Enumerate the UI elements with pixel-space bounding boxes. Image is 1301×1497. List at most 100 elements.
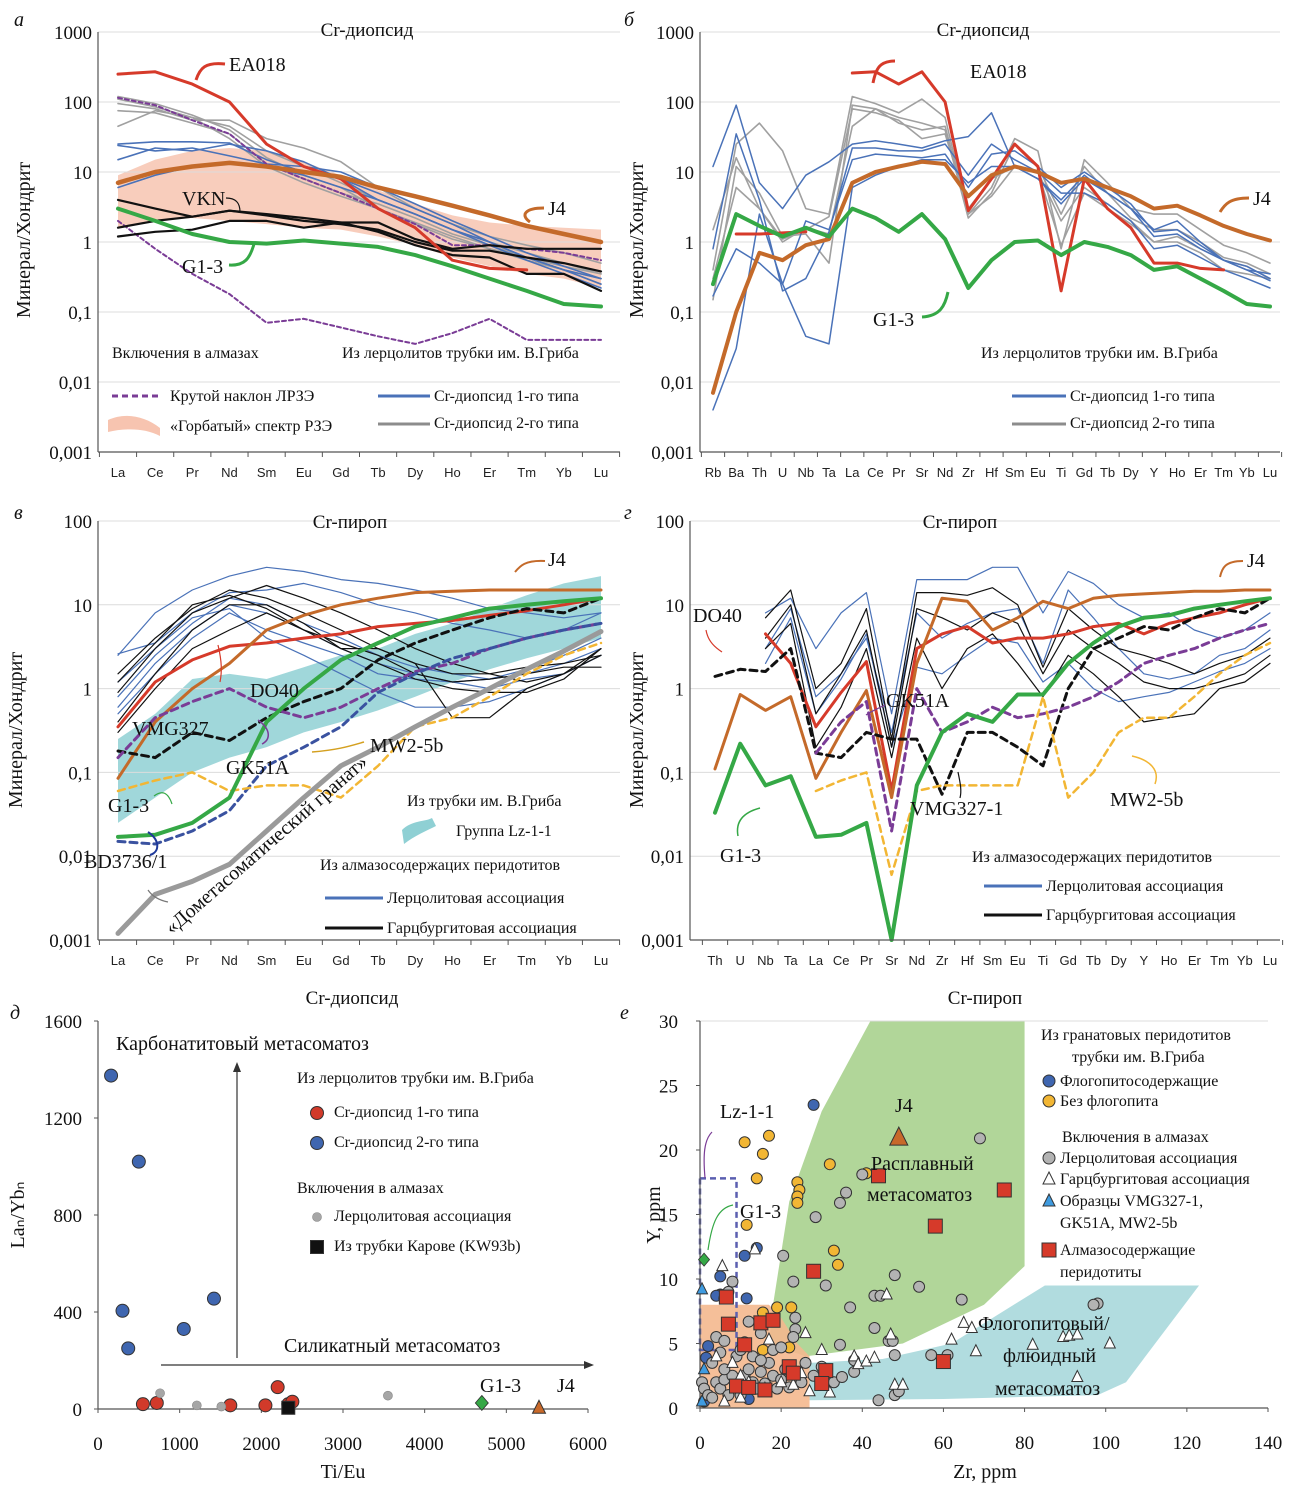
annot-f-g13: G1-3 — [740, 1201, 781, 1223]
x-tick-label: Ce — [867, 465, 884, 480]
point-triangle — [799, 1325, 812, 1339]
y-tick-label: 0,1 — [670, 303, 694, 324]
legend-a-label-2: Cr-диопсид 1-го типа — [434, 388, 579, 405]
x-tick-label: La — [111, 953, 126, 968]
point-square — [741, 1379, 757, 1395]
series-line — [116, 206, 603, 309]
arrow-d-do40 — [705, 629, 723, 653]
series-line — [764, 617, 1271, 748]
legend-e-label: Лерцолитовая ассоциация — [334, 1208, 512, 1225]
y-tick-label: 10 — [73, 596, 92, 617]
series-line — [711, 206, 1272, 309]
point-circle — [176, 1321, 191, 1336]
point-circle — [714, 1270, 727, 1283]
title-a: Cr-диопсид — [321, 20, 414, 41]
x-tick-label: Ti — [1056, 465, 1066, 480]
arrow-b-ea018 — [871, 59, 896, 84]
series-line — [117, 143, 602, 285]
x-tick-label: Tb — [1086, 953, 1101, 968]
point-triangle — [969, 1343, 983, 1357]
point-triangle — [965, 1320, 979, 1334]
x-tick-label: Sm — [257, 953, 277, 968]
arrow-a-j4 — [523, 206, 545, 224]
panel-letter-f: е — [620, 1002, 629, 1024]
legend-f-header-1b: трубки им. В.Гриба — [1072, 1049, 1205, 1066]
point-triangle — [762, 1332, 776, 1345]
x-tick-label: Tm — [517, 465, 536, 480]
point-circle — [104, 1068, 119, 1083]
point-triangle — [868, 1350, 881, 1363]
x-tick-label: Nd — [221, 953, 238, 968]
point-square — [806, 1263, 822, 1279]
x-tick-label: Eu — [1030, 465, 1046, 480]
arrow-a-ea018 — [194, 62, 226, 81]
panel-letter-e: д — [10, 1002, 20, 1024]
point-triangle — [1071, 1326, 1084, 1340]
y-tick-label: 0,1 — [68, 763, 92, 784]
point-circle — [742, 1315, 755, 1328]
legend-b-label-0: Cr-диопсид 1-го типа — [1070, 388, 1215, 405]
x-tick-label: Ho — [444, 465, 461, 480]
series-line — [713, 596, 1272, 942]
series-line — [117, 604, 602, 723]
point-circle — [115, 1303, 130, 1318]
arrow-a-g13 — [228, 243, 256, 267]
series-line — [116, 596, 603, 839]
x-tick-label: Ta — [822, 465, 837, 480]
x-tick-label: Dy — [1111, 953, 1127, 968]
point-circle — [799, 1356, 812, 1369]
point-circle — [740, 1292, 753, 1305]
x-tick-label: 1000 — [161, 1434, 199, 1455]
point-circle — [1042, 1151, 1056, 1165]
annot-b-ea018: EA018 — [970, 61, 1027, 83]
point-triangle — [774, 1374, 788, 1388]
point-circle — [1042, 1094, 1056, 1108]
point-triangle — [803, 1383, 816, 1397]
point-square — [757, 1382, 773, 1398]
annot-c-gk51a: GK51A — [226, 757, 290, 779]
y-tick-label: 0,001 — [49, 443, 92, 464]
series-line — [764, 596, 1272, 793]
x-tick-label: La — [809, 953, 824, 968]
point-triangle — [718, 1393, 731, 1407]
series-line — [115, 629, 604, 936]
point-triangle — [1103, 1335, 1117, 1349]
annot-c-diamond: Из алмазосодержацих перидотитов — [320, 857, 561, 874]
y-tick-label: 25 — [659, 1077, 678, 1098]
point-square — [765, 1312, 781, 1328]
legend-f: Флогопитосодержащие Без флогопита Лерцолит… — [1041, 1073, 1250, 1281]
x-tick-label: Lu — [1263, 465, 1277, 480]
x-tick-label: Nb — [798, 465, 815, 480]
legend-c-band-swatch — [402, 818, 436, 844]
x-tick-label: Ho — [1169, 465, 1186, 480]
x-tick-label: Er — [483, 953, 497, 968]
grid-layer — [98, 31, 1280, 1022]
ylabel-e: Laₙ/Ybₙ — [7, 1181, 29, 1248]
annot-a-vkn: VKN — [182, 188, 225, 210]
x-tick-label: Hf — [961, 953, 974, 968]
point-circle — [973, 1132, 986, 1145]
x-tick-label: Tm — [1210, 953, 1229, 968]
x-tick-label: 0 — [93, 1434, 103, 1455]
point-square — [871, 1168, 887, 1184]
x-tick-label: Eu — [296, 465, 312, 480]
x-tick-label: Gd — [1076, 465, 1093, 480]
series-line — [116, 621, 603, 846]
x-tick-label: Yb — [1239, 465, 1255, 480]
x-tick-label: Nb — [757, 953, 774, 968]
point-circle — [718, 1334, 731, 1347]
point-circle — [706, 1391, 719, 1404]
legend-a-label-0: Крутой наклон ЛРЗЭ — [170, 388, 314, 405]
x-tick-label: Eu — [296, 953, 312, 968]
y-tick-label: 100 — [656, 512, 685, 533]
x-tick-label: 60 — [934, 1433, 953, 1454]
arrow-c-premeta — [147, 889, 169, 903]
title-d: Cr-пироп — [923, 512, 997, 533]
arrow-e-sil-head — [584, 1361, 594, 1369]
point-triangle — [787, 1377, 800, 1390]
x-tick-label: Dy — [1123, 465, 1139, 480]
point-square — [281, 1400, 296, 1415]
x-tick-label: 120 — [1173, 1433, 1202, 1454]
y-tick-label: 1 — [675, 680, 685, 701]
